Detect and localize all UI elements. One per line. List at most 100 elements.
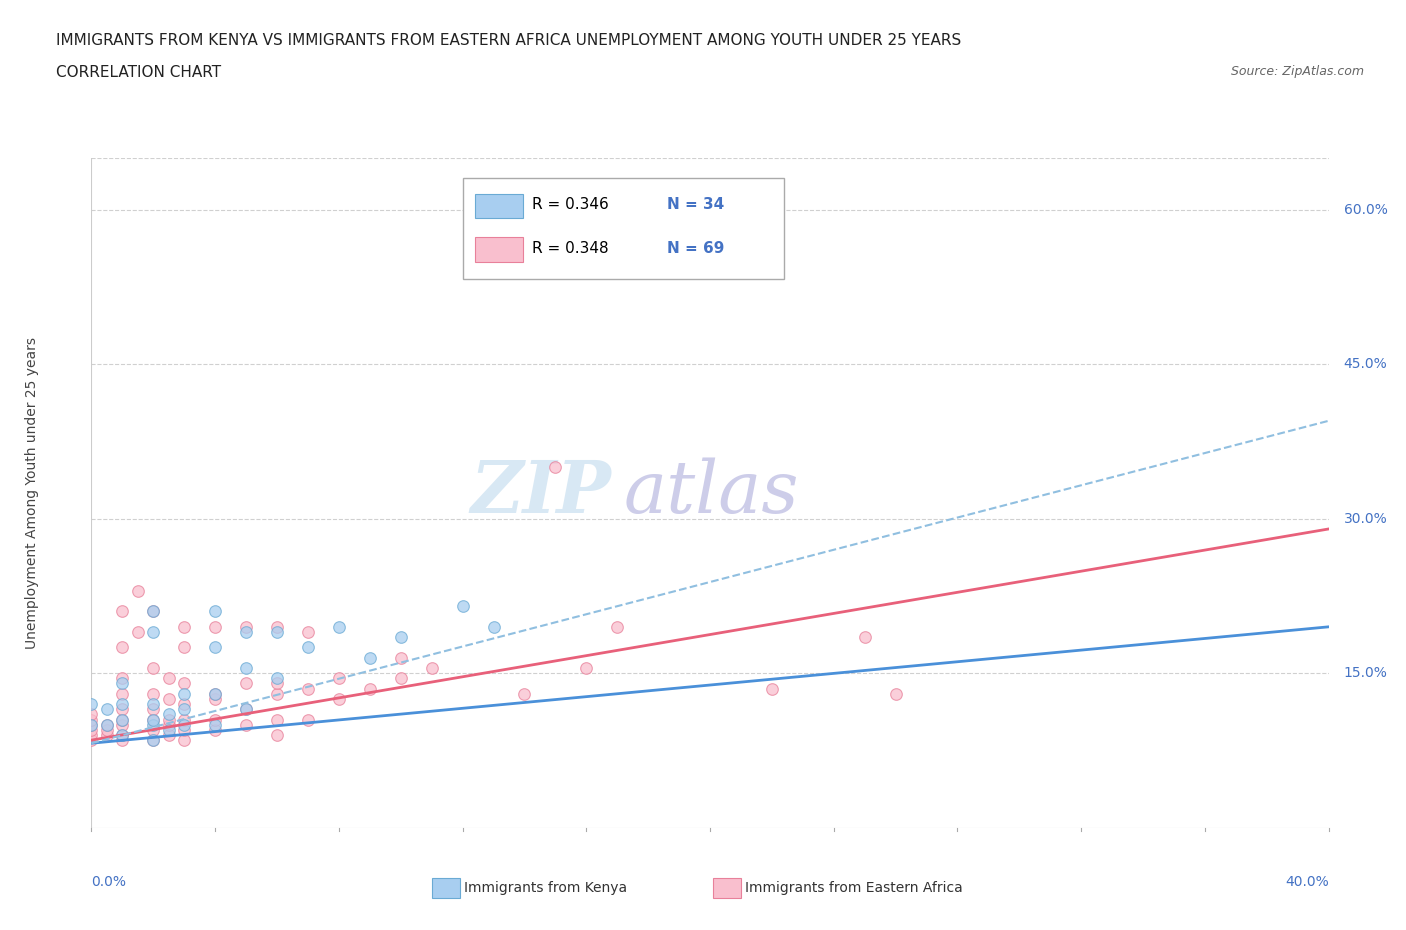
Text: 60.0%: 60.0% xyxy=(1344,203,1388,217)
Point xyxy=(297,625,319,640)
Point xyxy=(204,717,226,732)
Point xyxy=(173,702,195,717)
Point xyxy=(96,717,118,732)
Point xyxy=(235,702,257,717)
Point xyxy=(853,630,876,644)
Point xyxy=(127,583,149,598)
Point xyxy=(157,671,180,685)
Point xyxy=(111,671,134,685)
Point xyxy=(142,686,165,701)
Point xyxy=(80,723,103,737)
Point xyxy=(111,712,134,727)
Text: IMMIGRANTS FROM KENYA VS IMMIGRANTS FROM EASTERN AFRICA UNEMPLOYMENT AMONG YOUTH: IMMIGRANTS FROM KENYA VS IMMIGRANTS FROM… xyxy=(56,33,962,47)
Point xyxy=(111,702,134,717)
Point xyxy=(142,712,165,727)
Point xyxy=(544,459,567,474)
Point xyxy=(173,717,195,732)
Point xyxy=(575,660,598,675)
Point xyxy=(420,660,443,675)
Point xyxy=(297,712,319,727)
Point xyxy=(204,619,226,634)
Point xyxy=(173,676,195,691)
Point xyxy=(111,717,134,732)
Text: Immigrants from Eastern Africa: Immigrants from Eastern Africa xyxy=(745,881,963,896)
Point xyxy=(173,723,195,737)
Point xyxy=(157,717,180,732)
Point xyxy=(80,717,103,732)
Point xyxy=(80,727,103,742)
Text: Source: ZipAtlas.com: Source: ZipAtlas.com xyxy=(1230,65,1364,78)
Point xyxy=(142,733,165,748)
Point xyxy=(359,650,381,665)
Point xyxy=(142,712,165,727)
Point xyxy=(111,727,134,742)
Point xyxy=(96,717,118,732)
Point xyxy=(235,676,257,691)
Point xyxy=(235,619,257,634)
Point xyxy=(173,686,195,701)
Point xyxy=(204,640,226,655)
Point xyxy=(235,660,257,675)
Point xyxy=(173,697,195,711)
Text: R = 0.348: R = 0.348 xyxy=(531,241,609,256)
Text: N = 69: N = 69 xyxy=(666,241,724,256)
Text: ZIP: ZIP xyxy=(470,458,612,528)
Point xyxy=(157,712,180,727)
Point xyxy=(173,640,195,655)
Point xyxy=(266,671,288,685)
Point xyxy=(80,733,103,748)
Point xyxy=(157,707,180,722)
Point xyxy=(111,733,134,748)
Point xyxy=(266,686,288,701)
Point xyxy=(235,625,257,640)
Point xyxy=(157,727,180,742)
FancyBboxPatch shape xyxy=(475,237,523,262)
Point xyxy=(513,686,536,701)
Point xyxy=(96,702,118,717)
Point xyxy=(142,625,165,640)
Point xyxy=(266,625,288,640)
Point xyxy=(328,619,350,634)
Point xyxy=(884,686,907,701)
Point xyxy=(204,712,226,727)
Point xyxy=(359,681,381,696)
Point xyxy=(80,712,103,727)
Point xyxy=(204,604,226,618)
Point xyxy=(80,697,103,711)
Point xyxy=(235,702,257,717)
Point xyxy=(328,671,350,685)
Point xyxy=(451,599,474,614)
Point xyxy=(111,640,134,655)
Point xyxy=(482,619,505,634)
Point xyxy=(328,692,350,707)
Point xyxy=(266,727,288,742)
Point xyxy=(127,625,149,640)
Point xyxy=(266,619,288,634)
Text: 0.0%: 0.0% xyxy=(91,874,127,888)
Text: R = 0.346: R = 0.346 xyxy=(531,197,609,212)
Point xyxy=(142,604,165,618)
Text: CORRELATION CHART: CORRELATION CHART xyxy=(56,65,221,80)
Point xyxy=(266,712,288,727)
Point xyxy=(111,727,134,742)
Point xyxy=(235,717,257,732)
Point xyxy=(389,671,412,685)
Point xyxy=(204,692,226,707)
Text: 15.0%: 15.0% xyxy=(1344,666,1388,680)
Point xyxy=(142,604,165,618)
Point xyxy=(157,723,180,737)
Point xyxy=(173,619,195,634)
Point xyxy=(96,723,118,737)
Point xyxy=(142,723,165,737)
Point xyxy=(111,712,134,727)
Point xyxy=(173,733,195,748)
Point xyxy=(297,640,319,655)
Text: 40.0%: 40.0% xyxy=(1285,874,1329,888)
Point xyxy=(173,712,195,727)
Point xyxy=(761,681,783,696)
Point xyxy=(142,733,165,748)
Point xyxy=(111,697,134,711)
Point xyxy=(142,717,165,732)
Text: 30.0%: 30.0% xyxy=(1344,512,1388,525)
Point xyxy=(111,676,134,691)
